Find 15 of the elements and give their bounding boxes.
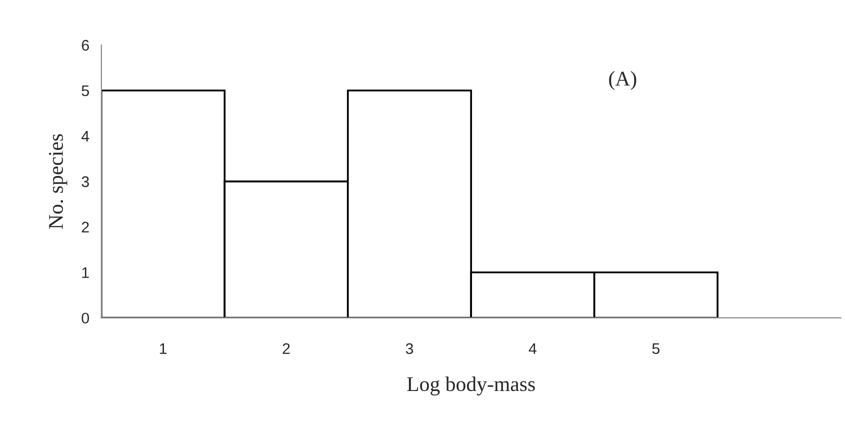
y-tick-label: 5 bbox=[82, 86, 89, 96]
y-tick-label: 1 bbox=[82, 267, 89, 278]
x-tick-label: 5 bbox=[652, 343, 660, 354]
annotation: (A) bbox=[609, 71, 636, 90]
x-tick-label: 2 bbox=[282, 343, 290, 354]
y-tick-label: 3 bbox=[82, 176, 89, 188]
x-tick-label: 4 bbox=[528, 343, 537, 354]
y-tick-label: 0 bbox=[82, 312, 89, 324]
x-axis-title: Log body-mass bbox=[407, 376, 535, 396]
y-axis-title: No. species bbox=[48, 134, 68, 229]
y-tick-label: 4 bbox=[81, 130, 90, 142]
x-tick-label: 1 bbox=[160, 343, 167, 354]
x-tick-label: 3 bbox=[406, 343, 414, 354]
y-tick-label: 2 bbox=[82, 222, 89, 232]
y-tick-label: 6 bbox=[82, 40, 89, 51]
